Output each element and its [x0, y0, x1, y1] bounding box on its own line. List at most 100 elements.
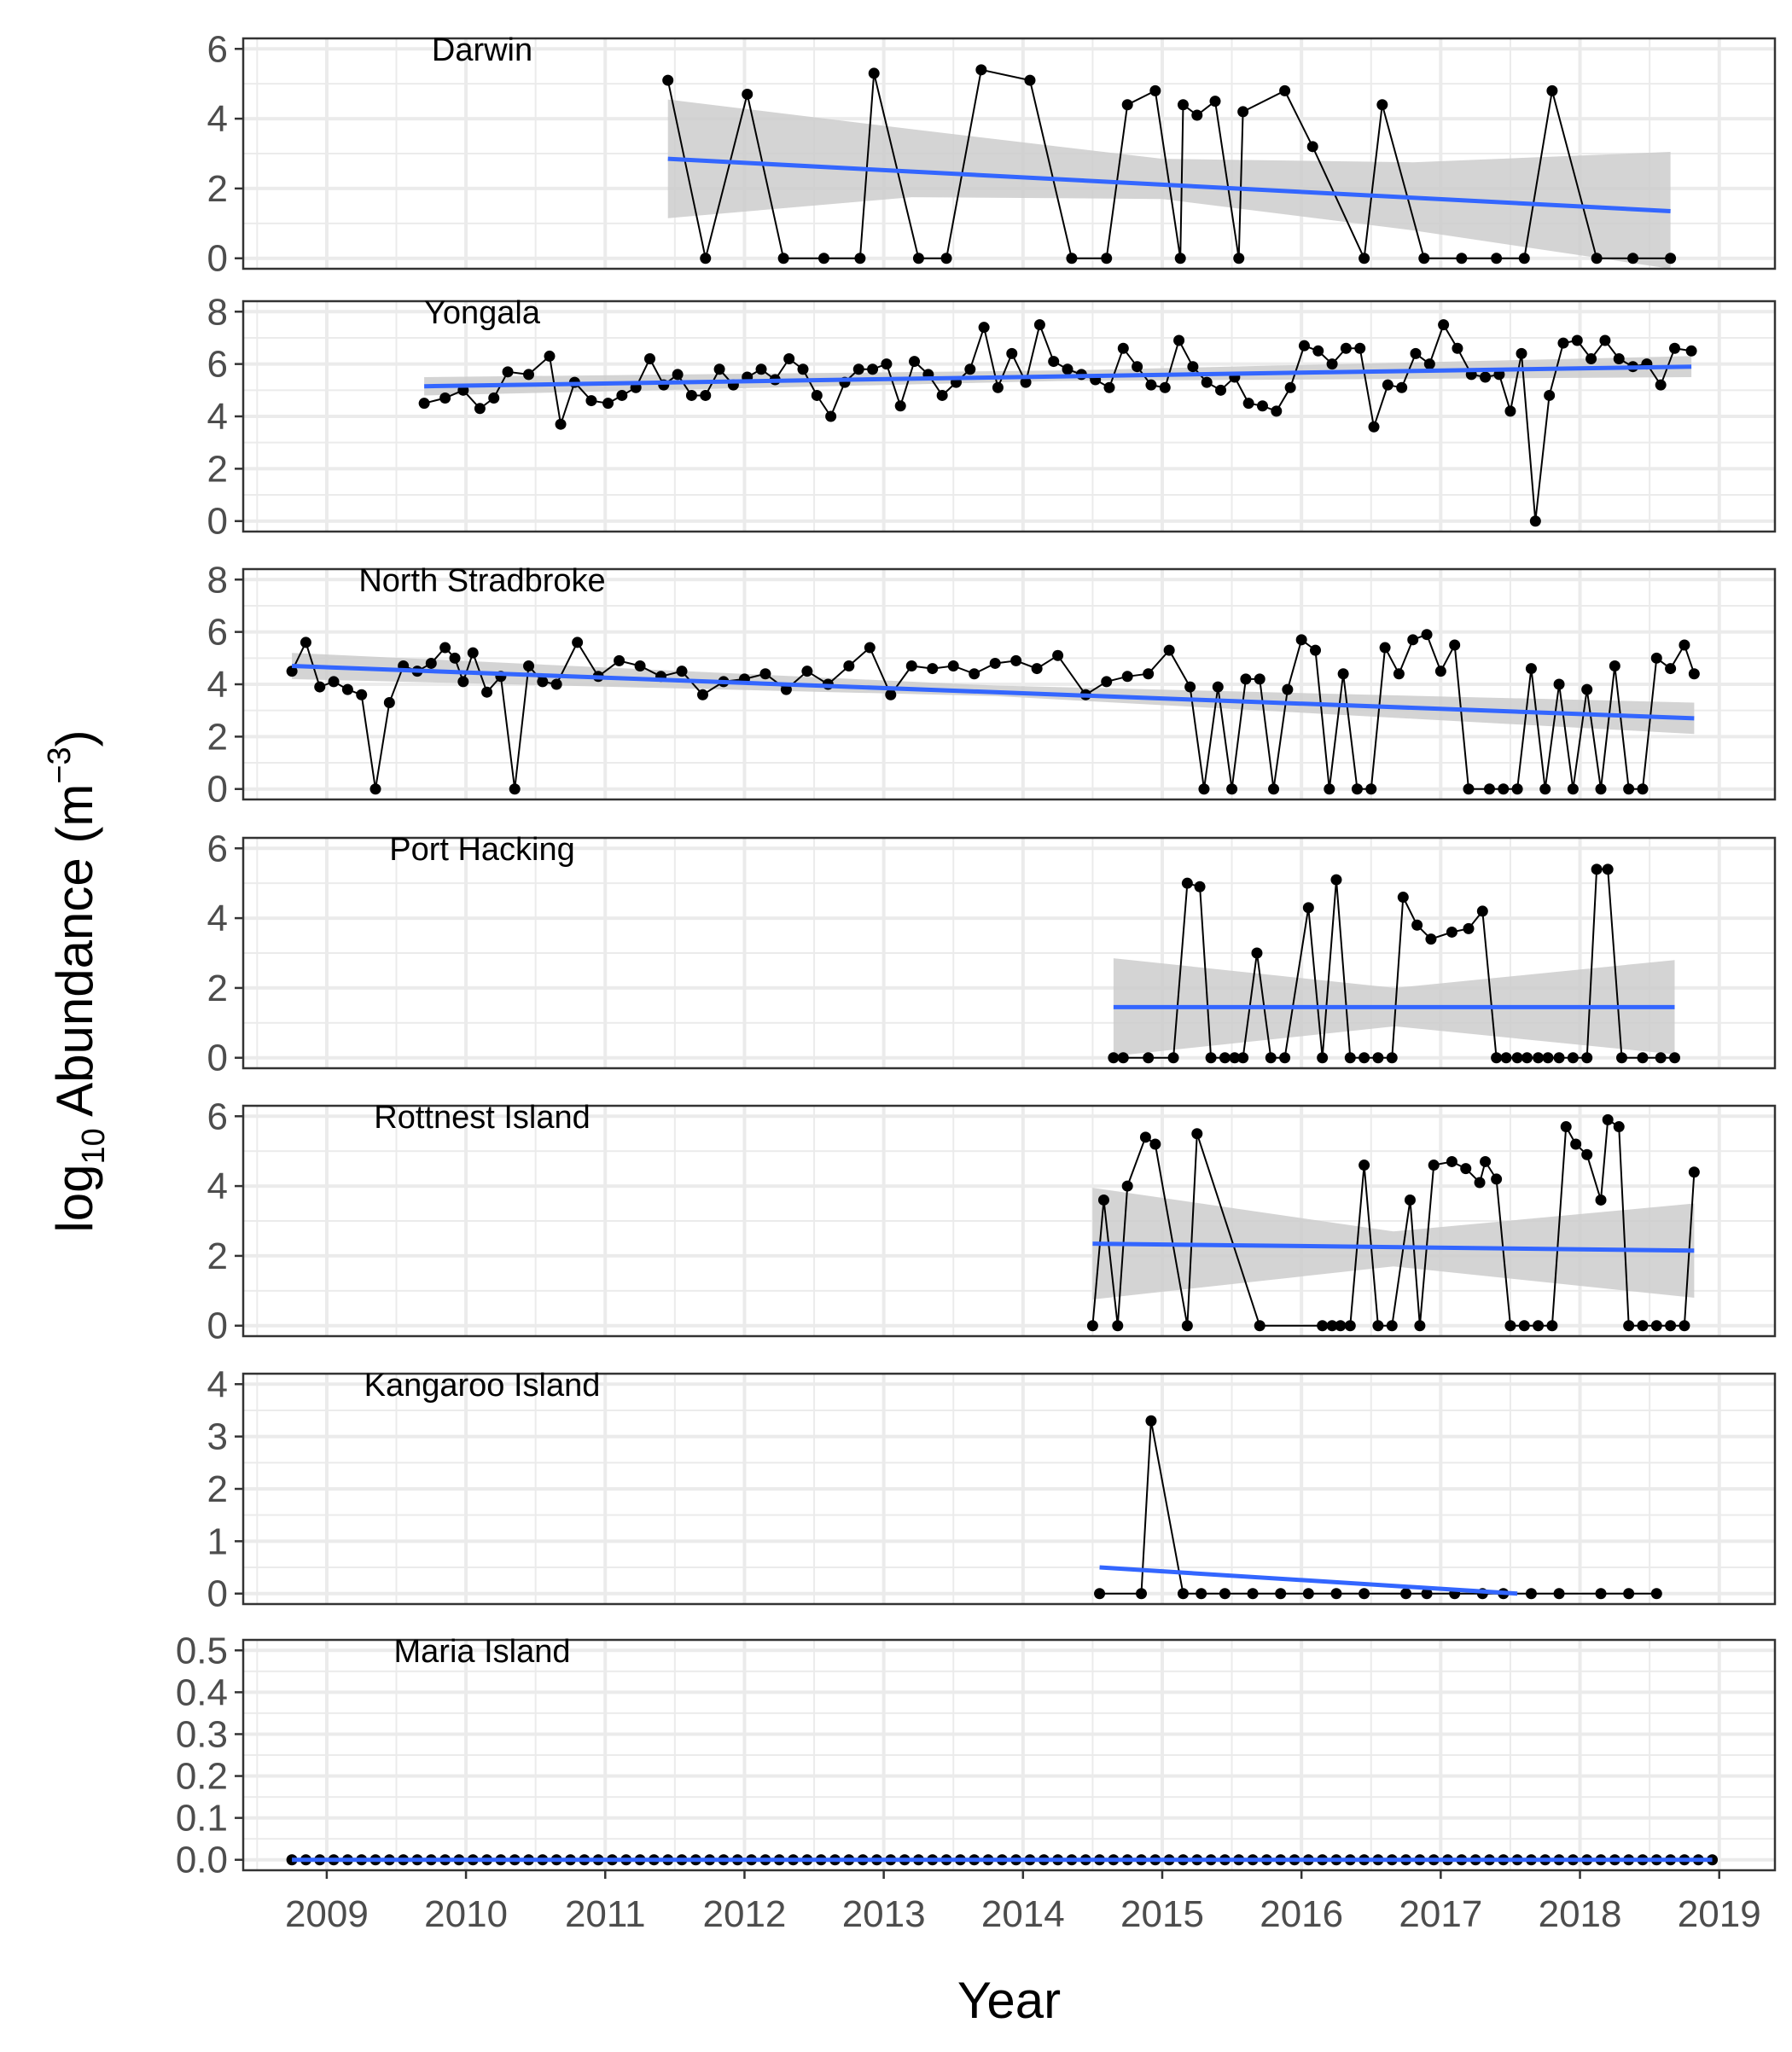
- data-point: [555, 418, 567, 430]
- data-point: [1302, 902, 1314, 914]
- data-point: [643, 353, 655, 364]
- data-point: [585, 395, 597, 407]
- data-point: [1279, 84, 1291, 96]
- data-point: [1560, 1121, 1572, 1133]
- data-point: [1149, 84, 1161, 96]
- data-point: [1591, 863, 1603, 875]
- panel-border: [241, 1104, 1777, 1338]
- x-tick-label: 2010: [424, 1893, 508, 1935]
- data-point: [1418, 253, 1430, 264]
- data-point: [854, 253, 866, 264]
- data-point: [969, 668, 980, 680]
- data-point: [1595, 1194, 1607, 1206]
- data-point: [1359, 1160, 1370, 1171]
- panel-label: Maria Island: [394, 1634, 571, 1670]
- data-point: [1335, 1320, 1347, 1332]
- x-tick-label: 2016: [1260, 1893, 1343, 1935]
- trend-line: [424, 364, 1692, 389]
- data-point: [1317, 1320, 1329, 1332]
- data-point: [1688, 1166, 1700, 1178]
- data-point: [1407, 634, 1419, 646]
- data-point: [369, 783, 381, 795]
- data-point: [1414, 1320, 1426, 1332]
- data-point: [1121, 99, 1133, 111]
- data-point: [614, 654, 625, 666]
- data-point: [780, 683, 792, 695]
- data-point: [697, 689, 708, 700]
- y-axis-title-sub: 10: [76, 1128, 112, 1164]
- data-point: [1500, 1052, 1512, 1064]
- data-point: [1132, 361, 1143, 373]
- data-point: [1533, 1052, 1545, 1064]
- data-point: [1685, 345, 1697, 357]
- data-point: [1521, 1052, 1533, 1064]
- data-point: [1198, 783, 1210, 795]
- data-point: [1372, 1052, 1384, 1064]
- data-point: [927, 663, 939, 675]
- data-point: [1177, 1588, 1189, 1600]
- data-point: [1591, 253, 1603, 264]
- data-point: [1121, 671, 1133, 683]
- data-point: [1602, 1113, 1614, 1125]
- y-tick-label: 0: [207, 1305, 228, 1347]
- x-tick-label: 2009: [285, 1893, 369, 1935]
- data-point: [1655, 1052, 1667, 1064]
- x-tick-label: 2018: [1539, 1893, 1622, 1935]
- data-point: [572, 637, 584, 648]
- y-tick-label: 6: [207, 828, 228, 869]
- data-point: [1229, 1052, 1241, 1064]
- data-point: [1518, 1320, 1530, 1332]
- data-point: [662, 74, 674, 86]
- data-point: [1256, 400, 1268, 412]
- y-axis-title-close: ): [46, 730, 103, 747]
- data-point: [1194, 881, 1206, 892]
- data-point: [1031, 663, 1043, 675]
- data-point: [894, 400, 906, 412]
- data-point: [1516, 347, 1527, 359]
- data-point: [1094, 1588, 1106, 1600]
- y-tick-label: 8: [207, 559, 228, 601]
- data-point: [1637, 1320, 1649, 1332]
- data-point: [328, 676, 340, 688]
- data-point: [1324, 783, 1335, 795]
- data-point: [989, 657, 1001, 669]
- data-point: [909, 356, 921, 368]
- data-point: [1209, 96, 1221, 108]
- data-point: [1254, 673, 1265, 685]
- data-point: [314, 681, 326, 693]
- data-point: [885, 689, 897, 700]
- data-point: [1251, 947, 1263, 959]
- data-point: [1344, 1320, 1356, 1332]
- data-point: [1452, 342, 1463, 354]
- data-point: [940, 253, 952, 264]
- data-point: [1052, 649, 1064, 661]
- data-point: [1368, 421, 1380, 433]
- data-point: [1048, 356, 1060, 368]
- data-point: [742, 88, 753, 100]
- trend-line: [292, 664, 1695, 721]
- data-point: [1187, 361, 1199, 373]
- data-point: [1446, 1155, 1457, 1167]
- x-tick-label: 2012: [703, 1893, 787, 1935]
- data-point: [1268, 783, 1280, 795]
- data-point: [1438, 319, 1450, 331]
- data-point: [1177, 99, 1189, 111]
- data-point: [383, 696, 395, 708]
- data-point: [759, 668, 771, 680]
- data-point: [947, 660, 959, 672]
- y-tick-label: 3: [207, 1416, 228, 1458]
- data-point: [1542, 1052, 1554, 1064]
- data-point: [1491, 253, 1503, 264]
- y-tick-label: 0.2: [176, 1756, 228, 1798]
- y-tick-label: 2: [207, 1235, 228, 1277]
- data-point: [852, 363, 864, 375]
- confidence-band: [1092, 1188, 1695, 1299]
- data-point: [1665, 253, 1677, 264]
- data-point: [1181, 1320, 1193, 1332]
- data-point: [1627, 253, 1639, 264]
- panel-label: Yongala: [424, 295, 541, 331]
- data-point: [1284, 381, 1296, 393]
- data-point: [1637, 783, 1649, 795]
- data-point: [936, 389, 948, 401]
- data-point: [1382, 379, 1393, 391]
